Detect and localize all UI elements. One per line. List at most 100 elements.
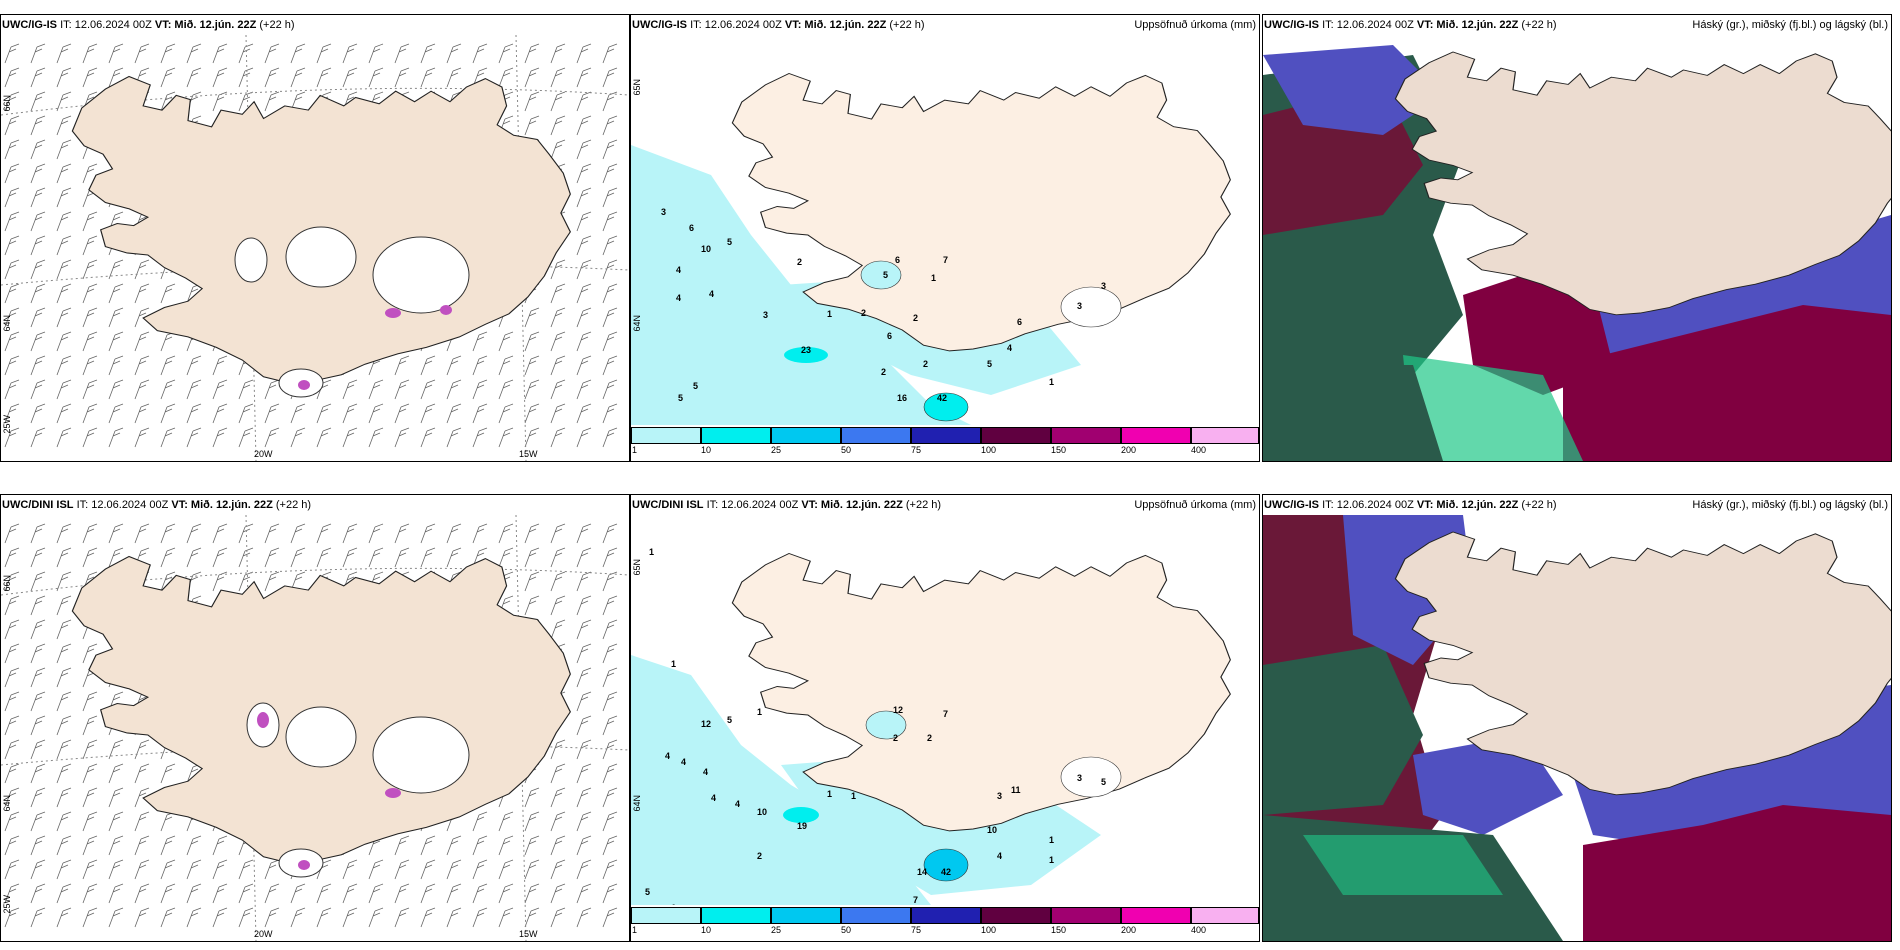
wind-barb bbox=[550, 115, 566, 136]
wind-barb bbox=[524, 115, 540, 136]
wind-barb bbox=[576, 787, 592, 808]
glacier bbox=[285, 706, 357, 768]
wind-barb bbox=[602, 787, 618, 808]
precip-value: 1 bbox=[827, 309, 833, 319]
wind-barb bbox=[238, 67, 254, 88]
wind-barb bbox=[56, 307, 72, 328]
wind-barb bbox=[56, 379, 72, 400]
panel-precip-bottom: UWC/DINI ISL IT: 12.06.2024 00Z VT: Mið.… bbox=[630, 494, 1260, 942]
wind-barb bbox=[134, 811, 150, 832]
wind-barb bbox=[576, 187, 592, 208]
wind-barb bbox=[4, 883, 20, 904]
wind-barb bbox=[82, 43, 98, 64]
wind-barb bbox=[56, 67, 72, 88]
wind-barb bbox=[524, 907, 540, 928]
panel-title: UWC/DINI ISL IT: 12.06.2024 00Z VT: Mið.… bbox=[632, 499, 942, 511]
precip-value: 5 bbox=[727, 715, 733, 725]
precip-value: 5 bbox=[1101, 777, 1107, 787]
wind-barb bbox=[602, 523, 618, 544]
wind-barb bbox=[602, 667, 618, 688]
wind-barb bbox=[264, 43, 280, 64]
wind-barb bbox=[342, 883, 358, 904]
colorbar-swatch bbox=[771, 907, 841, 924]
wind-barb bbox=[524, 811, 540, 832]
colorbar-label: 400 bbox=[1191, 925, 1207, 935]
wind-barb bbox=[602, 259, 618, 280]
precip-value: 7 bbox=[913, 895, 919, 905]
wind-barb bbox=[212, 403, 228, 424]
colorbar-swatch bbox=[1121, 907, 1191, 924]
wind-barb bbox=[602, 235, 618, 256]
wind-barb bbox=[56, 619, 72, 640]
wind-barb bbox=[264, 403, 280, 424]
wind-barb bbox=[56, 547, 72, 568]
wind-barb bbox=[56, 187, 72, 208]
wind-barb bbox=[576, 283, 592, 304]
wind-barb bbox=[576, 835, 592, 856]
colorbar-label: 25 bbox=[771, 925, 782, 935]
wind-barb bbox=[4, 691, 20, 712]
wind-barb bbox=[108, 43, 124, 64]
wind-barb bbox=[602, 643, 618, 664]
longitude-line bbox=[245, 515, 527, 941]
wind-barb bbox=[134, 739, 150, 760]
wind-barb bbox=[342, 859, 358, 880]
wind-barb bbox=[602, 907, 618, 928]
colorbar-label: 100 bbox=[981, 445, 997, 455]
wind-barb bbox=[4, 259, 20, 280]
colorbar-swatch bbox=[631, 427, 701, 444]
wind-barb bbox=[498, 835, 514, 856]
wind-barb bbox=[316, 547, 332, 568]
wind-barb bbox=[108, 283, 124, 304]
wind-barb bbox=[82, 643, 98, 664]
wind-barb bbox=[134, 883, 150, 904]
wind-barb bbox=[550, 907, 566, 928]
wind-map bbox=[1, 515, 629, 941]
lat-label: 64N bbox=[632, 315, 642, 332]
wind-barb bbox=[264, 67, 280, 88]
low-cloud-area bbox=[1263, 645, 1423, 815]
wind-barb bbox=[316, 883, 332, 904]
wind-barb bbox=[4, 187, 20, 208]
wind-barb bbox=[4, 235, 20, 256]
wind-barb bbox=[498, 331, 514, 352]
colorbar-label: 1 bbox=[632, 445, 638, 455]
wind-barb bbox=[30, 883, 46, 904]
wind-barb bbox=[4, 835, 20, 856]
wind-barb bbox=[342, 907, 358, 928]
wind-barb bbox=[108, 427, 124, 448]
wind-barb bbox=[524, 43, 540, 64]
wind-barb bbox=[56, 139, 72, 160]
panel-variable-title: Uppsöfnuð úrkoma (mm) bbox=[1134, 499, 1256, 511]
colorbar: 1 10 25 50 75 100 150 200 400 bbox=[631, 425, 1259, 461]
wind-barb bbox=[420, 67, 436, 88]
wind-barb bbox=[446, 547, 462, 568]
wind-barb bbox=[550, 571, 566, 592]
wind-barb bbox=[134, 283, 150, 304]
wind-barb bbox=[4, 379, 20, 400]
wind-barb bbox=[420, 379, 436, 400]
wind-barb bbox=[56, 595, 72, 616]
wind-barb bbox=[602, 739, 618, 760]
wind-barb bbox=[550, 355, 566, 376]
wind-barb bbox=[394, 907, 410, 928]
wind-barb bbox=[576, 379, 592, 400]
wind-barb bbox=[108, 763, 124, 784]
wind-barb bbox=[498, 811, 514, 832]
wind-barb bbox=[316, 67, 332, 88]
precip-value: 5 bbox=[987, 359, 993, 369]
glacier bbox=[372, 236, 470, 314]
precip-value: 2 bbox=[913, 313, 919, 323]
panel-title: UWC/DINI ISL IT: 12.06.2024 00Z VT: Mið.… bbox=[2, 499, 312, 511]
colorbar-swatch bbox=[981, 907, 1051, 924]
precip-value: 1 bbox=[649, 547, 655, 557]
wind-barb bbox=[290, 883, 306, 904]
wind-barb bbox=[160, 547, 176, 568]
precip-value: 23 bbox=[801, 345, 812, 355]
colorbar-label: 50 bbox=[841, 445, 852, 455]
wind-barb bbox=[82, 763, 98, 784]
wind-barb bbox=[472, 43, 488, 64]
wind-barb bbox=[420, 859, 436, 880]
wind-barb bbox=[264, 883, 280, 904]
panel-title: UWC/IG-IS IT: 12.06.2024 00Z VT: Mið. 12… bbox=[1264, 499, 1557, 511]
